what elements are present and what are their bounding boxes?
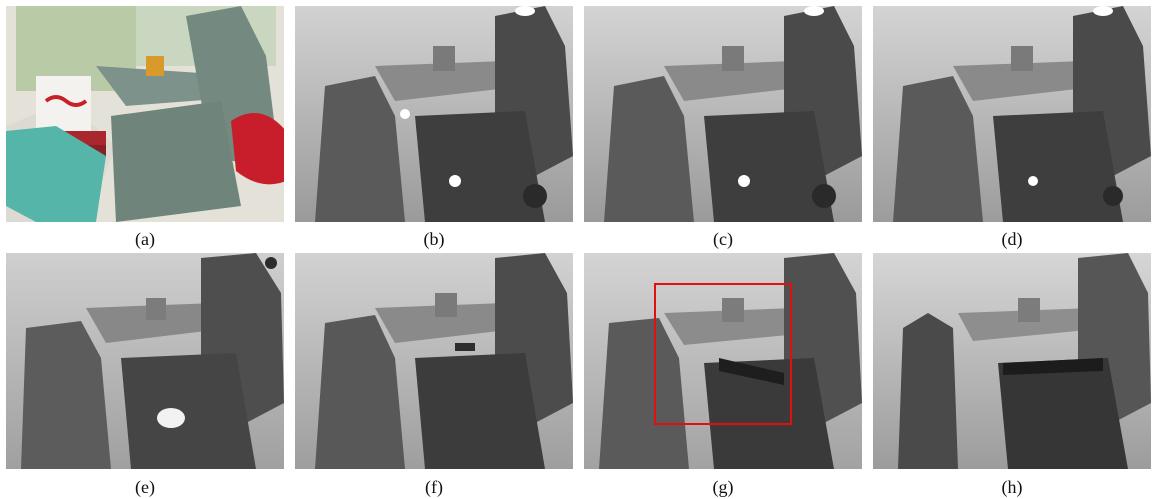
caption-h: (h) — [1001, 477, 1023, 497]
caption-a: (a) — [135, 229, 155, 249]
caption-f: (f) — [425, 477, 443, 497]
caption-g: (g) — [712, 477, 734, 497]
panel-b-depth-map — [295, 6, 573, 222]
panel-g-depth-map — [584, 253, 862, 469]
panel-f-depth-map — [295, 253, 573, 469]
panel-d-depth-map — [873, 6, 1151, 222]
highlight-box — [654, 283, 792, 425]
panel-h-depth-map — [873, 253, 1151, 469]
panel-a-rgb-image — [6, 6, 284, 222]
panel-c-depth-map — [584, 6, 862, 222]
caption-e: (e) — [135, 477, 155, 497]
caption-c: (c) — [713, 229, 733, 249]
caption-b: (b) — [423, 229, 445, 249]
panel-e-depth-map — [6, 253, 284, 469]
caption-d: (d) — [1001, 229, 1023, 249]
